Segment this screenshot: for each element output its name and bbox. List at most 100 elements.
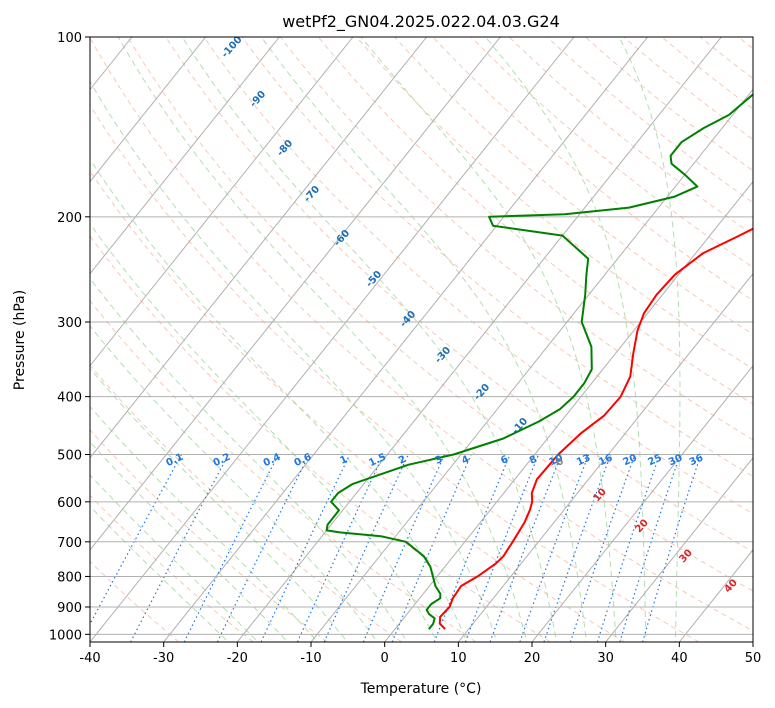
mixing-ratio-label: 36 xyxy=(688,452,705,468)
x-tick-label: -30 xyxy=(153,651,174,666)
mixing-ratio-line xyxy=(596,454,661,642)
mixing-ratio-line xyxy=(519,454,590,642)
moist-adiabat-line xyxy=(90,222,438,642)
moist-adiabat-line xyxy=(181,37,558,642)
mixing-ratio-label: 2 xyxy=(397,454,408,467)
mixing-ratio-label: 1 xyxy=(338,454,349,467)
isotherm-line xyxy=(531,364,753,642)
y-tick-label: 900 xyxy=(57,601,82,616)
moist-adiabat-line xyxy=(90,325,378,642)
dry-adiabat-line xyxy=(318,37,753,405)
x-tick-label: 0 xyxy=(381,651,389,666)
mixing-ratio-line xyxy=(464,454,540,642)
dry-adiabat-line xyxy=(90,104,700,642)
mixing-ratio-line xyxy=(543,454,612,642)
dry-adiabat-label: -40 xyxy=(398,309,418,330)
x-tick-label: 50 xyxy=(745,651,762,666)
mixing-ratio-label: 6 xyxy=(499,454,510,467)
mixing-ratio-label: 30 xyxy=(667,452,684,468)
moist-adiabat-line xyxy=(90,505,229,642)
mixing-ratio-line xyxy=(362,454,446,642)
y-tick-label: 400 xyxy=(57,391,82,406)
y-axis: 1000 900 800 700 600 500 400 300 200 100 xyxy=(49,31,90,643)
y-axis-label: Pressure (hPa) xyxy=(12,290,28,390)
dry-adiabat-line xyxy=(508,37,753,236)
isotherm-line xyxy=(90,37,575,642)
y-tick-label: 100 xyxy=(57,31,82,46)
dry-adiabat-line xyxy=(90,429,328,642)
moist-adiabat-line xyxy=(618,37,681,642)
background-lines xyxy=(90,37,753,642)
x-tick-label: 20 xyxy=(524,651,541,666)
mixing-ratio-line xyxy=(296,454,385,642)
mixing-ratio-line xyxy=(569,454,636,642)
dry-adiabat-line xyxy=(585,37,753,172)
x-tick-label: 40 xyxy=(671,651,688,666)
mixing-ratio-label: 13 xyxy=(575,452,592,468)
dry-adiabat-label: 20 xyxy=(633,517,651,535)
dry-adiabat-line xyxy=(90,37,753,632)
dry-adiabat-line xyxy=(90,560,180,642)
dry-adiabat-label: -50 xyxy=(364,269,384,290)
dry-adiabat-label: -100 xyxy=(220,34,245,60)
isotherm-line xyxy=(90,37,280,275)
isotherm-line xyxy=(752,641,753,642)
profile-lines xyxy=(325,92,753,630)
dry-adiabat-line xyxy=(470,37,753,268)
moist-adiabat-line xyxy=(90,405,319,642)
line-labels: 0.1 0.2 0.4 0.6 1 1.5 2 3 4 6 8 10 13 16 20 25 30 36-100-… xyxy=(164,34,739,595)
mixing-ratio-label: 4 xyxy=(460,454,471,467)
mixing-ratio-line xyxy=(260,454,351,642)
chart-title: wetPf2_GN04.2025.022.04.03.G24 xyxy=(282,12,560,32)
x-axis-label: Temperature (°C) xyxy=(360,681,482,697)
x-tick-label: -10 xyxy=(300,651,321,666)
moist-adiabat-line xyxy=(485,37,647,642)
isotherm-line xyxy=(90,37,354,367)
isotherm-line xyxy=(605,457,753,642)
mixing-ratio-label: 25 xyxy=(646,452,663,468)
x-tick-label: 10 xyxy=(450,651,467,666)
x-tick-label: 30 xyxy=(597,651,614,666)
moist-adiabat-line xyxy=(90,474,259,642)
isotherm-line xyxy=(90,37,501,551)
isotherm-line xyxy=(163,37,649,642)
y-tick-label: 600 xyxy=(57,496,82,511)
plot-frame xyxy=(89,36,754,643)
dry-adiabat-line xyxy=(356,37,753,370)
isotherm-line xyxy=(90,37,428,459)
mixing-ratio-line xyxy=(433,454,511,642)
y-tick-label: 200 xyxy=(57,211,82,226)
dry-adiabat-line xyxy=(90,170,625,642)
dry-adiabat-line xyxy=(165,37,753,553)
y-tick-label: 1000 xyxy=(49,628,82,643)
isotherm-line xyxy=(236,37,722,642)
mixing-ratio-line xyxy=(130,454,229,642)
dry-adiabat-label: 30 xyxy=(677,547,695,565)
dry-adiabat-label: -70 xyxy=(302,184,322,205)
moist-adiabat-line xyxy=(260,37,587,642)
moist-adiabat-line xyxy=(90,80,498,642)
isotherm-line xyxy=(90,37,207,183)
moist-adiabat-line xyxy=(90,277,408,642)
dry-adiabat-line xyxy=(241,37,753,477)
y-tick-label: 700 xyxy=(57,536,82,551)
x-tick-label: -20 xyxy=(227,651,248,666)
x-tick-label: -40 xyxy=(79,651,100,666)
mixing-ratio-line xyxy=(216,454,310,642)
isotherm-line xyxy=(457,272,753,642)
isotherm-line xyxy=(384,180,753,642)
x-axis: -40 -30 -20 -10 0 10 20 30 40 50 xyxy=(79,642,761,666)
mixing-ratio-label: 16 xyxy=(597,452,614,468)
mixing-ratio-label: 3 xyxy=(433,454,444,467)
dry-adiabat-label: -80 xyxy=(275,138,295,159)
dry-adiabat-label: -90 xyxy=(248,89,268,110)
dry-adiabat-label: 40 xyxy=(722,577,740,595)
moist-adiabat-line xyxy=(90,367,348,642)
dry-adiabat-label: -30 xyxy=(433,345,453,366)
dry-adiabat-line xyxy=(394,37,753,336)
dry-adiabat-label: -20 xyxy=(472,382,492,403)
dry-adiabat-line xyxy=(90,364,402,642)
y-tick-label: 800 xyxy=(57,570,82,585)
dry-adiabat-line xyxy=(127,37,753,592)
